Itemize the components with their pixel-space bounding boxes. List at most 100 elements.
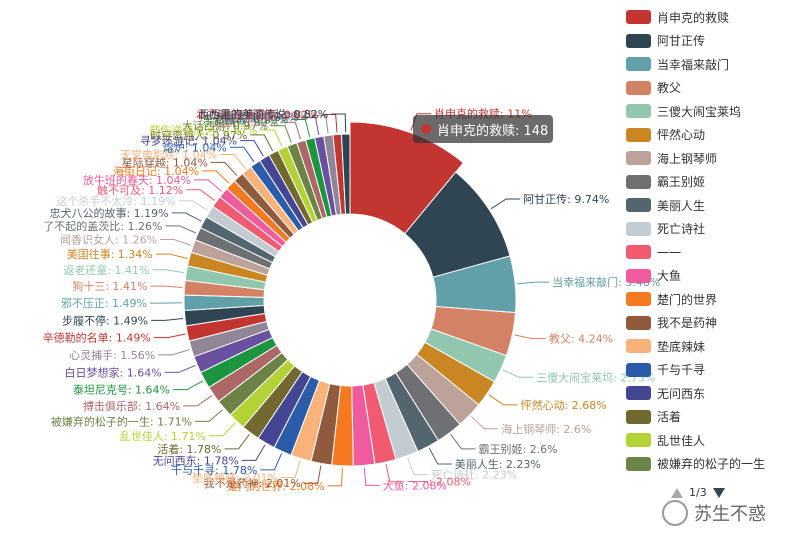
legend-swatch <box>626 292 651 306</box>
legend-label: 垫底辣妹 <box>657 339 706 354</box>
label-leader-line <box>150 285 183 288</box>
label-leader-line <box>164 364 196 373</box>
slice-label: 海街日记: 1.04% <box>113 164 199 178</box>
legend-item[interactable]: 怦然心动 <box>626 126 705 144</box>
legend-item[interactable]: 活着 <box>626 408 681 426</box>
legend-swatch <box>626 268 651 283</box>
label-leader-line <box>152 269 185 274</box>
legend-item[interactable]: 霸王别姬 <box>626 173 705 191</box>
legend-swatch <box>626 33 651 48</box>
slice-label: 闻香识女人: 1.26% <box>60 233 157 247</box>
legend-item[interactable]: 死亡诗社 <box>626 220 705 238</box>
legend-swatch <box>626 386 651 400</box>
label-leader-line <box>488 394 518 406</box>
slice-label: 小偷家族: 0.89% <box>212 110 298 124</box>
slice-label: 垫底辣妹: 2.01% <box>192 471 278 485</box>
label-leader-line <box>407 457 428 476</box>
slice-label: 天堂电影院: 1.04% <box>120 148 217 162</box>
legend-item[interactable]: 我不是药神 <box>626 314 717 332</box>
label-leader-line <box>220 154 246 169</box>
label-leader-line <box>331 113 347 133</box>
legend-item[interactable]: 楚门的世界 <box>626 290 717 308</box>
pie-slice[interactable] <box>349 121 465 235</box>
slice-label: 千与千寻: 1.78% <box>171 464 257 477</box>
legend-label: 活着 <box>657 410 682 424</box>
slice-label: 狗十三: 1.41% <box>72 279 147 293</box>
label-leader-line <box>327 467 343 487</box>
label-leader-line <box>311 115 329 134</box>
legend-item[interactable]: 无问西东 <box>626 384 705 402</box>
legend-next-arrow-icon[interactable] <box>712 487 725 498</box>
legend-item[interactable]: 垫底辣妹 <box>626 337 705 355</box>
label-leader-line <box>241 444 266 461</box>
slice-label: 西西里的美丽传说: 0.82% <box>198 107 328 121</box>
label-leader-line <box>281 460 301 479</box>
slice-label: 教父: 4.24% <box>549 333 613 346</box>
slice-label: 辛德勒的名单: 1.49% <box>43 331 151 345</box>
wechat-logo-icon <box>662 500 688 526</box>
slice-label: 三傻大闹宝莱坞: 2.75% <box>536 370 655 384</box>
slice-label: 死亡诗社: 2.23% <box>431 468 517 482</box>
legend-item[interactable]: 一一 <box>626 243 681 261</box>
legend-label: 霸王别姬 <box>657 175 706 189</box>
legend-item[interactable]: 肖申克的救赎 <box>626 8 729 26</box>
label-leader-line <box>153 333 186 339</box>
legend-label: 楚门的世界 <box>657 292 718 307</box>
legend-item[interactable]: 三傻大闹宝莱坞 <box>626 102 741 120</box>
label-leader-line <box>171 212 202 222</box>
label-leader-line <box>514 334 546 340</box>
slice-label: 悲伤逆流成河: 0.97% <box>149 123 257 137</box>
slice-label: 了不起的盖茨比: 1.26% <box>43 219 162 233</box>
slice-label: 这个杀手不太冷: 1.19% <box>56 194 175 208</box>
label-leader-line <box>165 225 197 234</box>
label-leader-line <box>428 447 452 465</box>
legend-item[interactable]: 阿甘正传 <box>626 32 705 50</box>
legend-swatch <box>626 433 651 447</box>
legend-item[interactable]: 当幸福来敲门 <box>626 55 729 73</box>
legend-item[interactable]: 海上钢琴师 <box>626 149 717 167</box>
pie-slice[interactable] <box>340 133 351 215</box>
label-leader-line <box>178 200 209 211</box>
legend-label: 阿甘正传 <box>657 34 706 48</box>
slice-label: 时空恋旅人: 0.97% <box>150 128 247 142</box>
slice-label: 一一: 2.08% <box>407 476 471 489</box>
slice-label: 海上钢琴师: 2.6% <box>501 422 591 436</box>
slice-label: 美丽人生: 2.23% <box>455 457 541 471</box>
legend-item[interactable]: 乱世佳人 <box>626 431 705 449</box>
label-leader-line <box>229 146 255 163</box>
slice-label: 星际穿越: 1.04% <box>122 155 208 169</box>
label-leader-line <box>281 121 302 140</box>
slice-label: 无问西东: 1.78% <box>153 454 239 467</box>
label-leader-line <box>240 140 264 157</box>
legend-prev-arrow-icon[interactable] <box>671 487 683 498</box>
label-leader-line <box>160 239 192 246</box>
label-leader-line <box>183 395 213 407</box>
label-leader-line <box>208 422 236 437</box>
legend-swatch <box>626 409 651 424</box>
legend-item[interactable]: 千与千寻 <box>626 361 705 379</box>
watermark: 苏生不惑 <box>662 500 766 526</box>
legend-label: 无问西东 <box>657 386 706 401</box>
legend-swatch <box>626 174 651 189</box>
slice-label: 忠犬八公的故事: 1.19% <box>49 206 168 220</box>
legend-item[interactable]: 被嫌弃的松子的一生 <box>626 455 765 473</box>
label-leader-line <box>410 113 432 131</box>
slice-label: 我不是药神: 2.01% <box>204 476 301 490</box>
slice-label: 楚门的世界: 2.08% <box>227 479 324 493</box>
legend-label: 一一 <box>657 245 682 260</box>
label-leader-line <box>301 116 320 136</box>
legend-swatch <box>626 57 651 71</box>
slice-label: 活着: 1.78% <box>157 442 221 456</box>
legend-item[interactable]: 教父 <box>626 79 681 97</box>
legend-item[interactable]: 大鱼 <box>626 267 681 285</box>
legend-item[interactable]: 美丽人生 <box>626 196 705 214</box>
label-leader-line <box>186 189 215 201</box>
legend-label: 被嫌弃的松子的一生 <box>657 457 766 471</box>
slice-label: 心灵捕手: 1.56% <box>69 348 155 362</box>
slice-label: 寻梦环游记: 1.04% <box>140 135 237 148</box>
legend-pager[interactable]: 1/3 <box>665 486 731 499</box>
legend-label: 教父 <box>657 81 682 95</box>
slice-label: 触不可及: 1.12% <box>97 183 183 197</box>
label-leader-line <box>202 170 230 184</box>
